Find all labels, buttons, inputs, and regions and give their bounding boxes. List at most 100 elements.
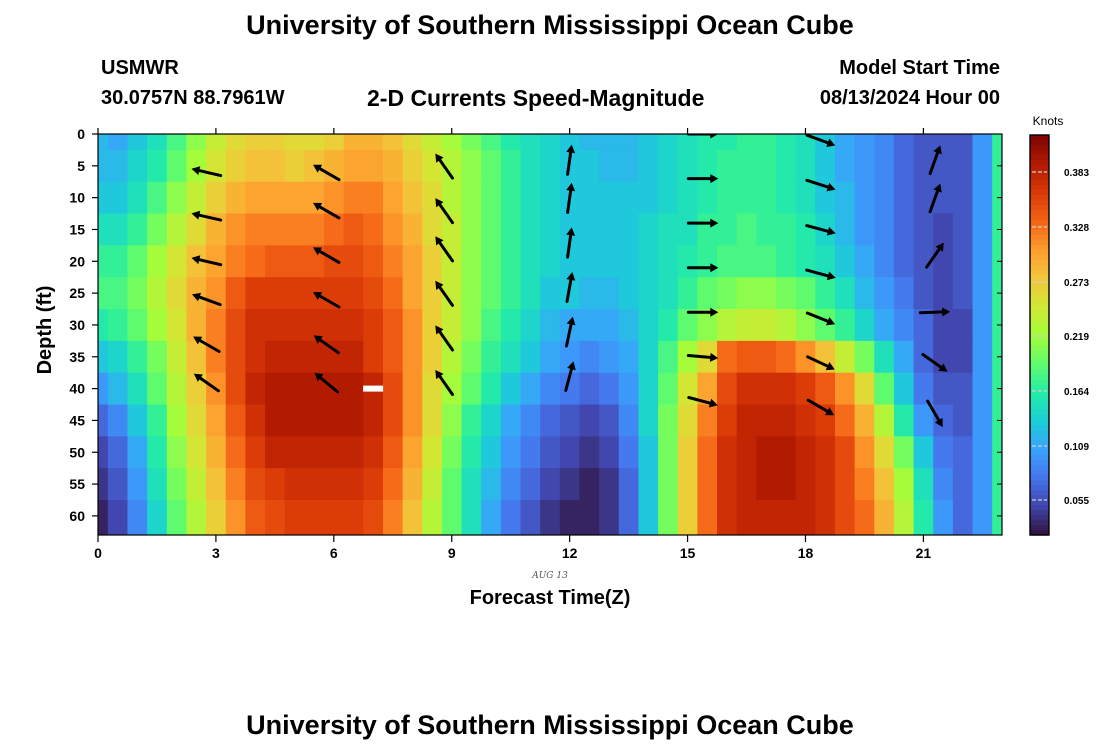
heatmap-cell — [107, 499, 129, 533]
heatmap-cell — [147, 468, 168, 501]
heatmap-cell — [736, 149, 757, 183]
heatmap-cell — [98, 372, 109, 406]
current-vector-arrow — [566, 227, 576, 259]
heatmap-cell — [776, 245, 797, 278]
heatmap-cell — [658, 277, 679, 310]
heatmap-cell — [520, 436, 541, 469]
heatmap-cell — [638, 149, 659, 183]
heatmap-cell — [363, 436, 384, 469]
heatmap-cell — [520, 134, 541, 151]
heatmap-cell — [933, 468, 954, 501]
colorbar-segment — [1030, 380, 1049, 386]
heatmap-cell — [127, 149, 148, 183]
heatmap-cell — [638, 499, 659, 533]
heatmap-cell — [874, 340, 895, 374]
heatmap-cell — [874, 134, 895, 151]
heatmap-cell — [972, 277, 993, 310]
heatmap-cell — [343, 404, 364, 437]
heatmap-cell — [500, 340, 522, 374]
heatmap-cell — [854, 404, 875, 437]
colorbar-segment — [1030, 230, 1049, 236]
heatmap-cell — [206, 468, 227, 501]
heatmap-cell — [933, 245, 954, 278]
heatmap-cell — [874, 468, 895, 501]
heatmap-cell — [677, 245, 698, 278]
heatmap-cell — [324, 468, 345, 501]
heatmap-cell — [697, 531, 718, 535]
heatmap-cell — [343, 134, 364, 151]
heatmap-cell — [284, 181, 305, 215]
heatmap-cell — [854, 181, 875, 215]
heatmap-cell — [520, 499, 541, 533]
heatmap-cell — [225, 181, 246, 215]
x-tick-label: 0 — [94, 545, 102, 561]
heatmap-cell — [579, 372, 600, 406]
model-start-label: Model Start Time — [839, 57, 1000, 79]
heatmap-cell — [599, 149, 620, 183]
colorbar-tick-label: 0.109 — [1064, 442, 1089, 453]
heatmap-cell — [717, 340, 738, 374]
colorbar-segment — [1030, 450, 1049, 456]
heatmap-cell — [166, 134, 188, 151]
heatmap-cell — [461, 277, 482, 310]
heatmap-cell — [599, 181, 620, 215]
heatmap-cell — [382, 340, 404, 374]
colorbar-segment — [1030, 490, 1049, 496]
heatmap-cell — [304, 309, 325, 342]
heatmap-cell — [382, 213, 404, 246]
heatmap-cell — [107, 468, 129, 501]
heatmap-cell — [481, 340, 502, 374]
heatmap-cell — [618, 213, 640, 246]
heatmap-cell — [579, 213, 600, 246]
heatmap-cell — [618, 499, 640, 533]
heatmap-cell — [441, 309, 463, 342]
heatmap-cell — [736, 468, 757, 501]
heatmap-cell — [107, 309, 129, 342]
colorbar-segment — [1030, 435, 1049, 441]
heatmap-cell — [540, 372, 561, 406]
heatmap-cell — [540, 149, 561, 183]
heatmap-cell — [756, 181, 777, 215]
heatmap-cell — [756, 436, 777, 469]
heatmap-cell — [363, 181, 384, 215]
heatmap-cell — [736, 531, 757, 535]
heatmap-cell — [717, 245, 738, 278]
heatmap-cell — [343, 149, 364, 183]
heatmap-cell — [618, 468, 640, 501]
heatmap-cell — [697, 134, 718, 151]
heatmap-cell — [599, 531, 620, 535]
heatmap-cell — [540, 531, 561, 535]
colorbar-segment — [1030, 180, 1049, 186]
heatmap-cell — [245, 181, 266, 215]
heatmap-cell — [795, 372, 816, 406]
heatmap-cell — [874, 499, 895, 533]
heatmap-cell — [422, 436, 443, 469]
plot-frame — [97, 133, 1003, 536]
heatmap-cell — [736, 277, 757, 310]
current-vector-arrow — [193, 373, 220, 393]
heatmap-cell — [972, 404, 993, 437]
heatmap-cell — [107, 277, 129, 310]
current-vector-arrow — [565, 316, 576, 348]
heatmap-cell — [461, 181, 482, 215]
colorbar-segment — [1030, 290, 1049, 296]
heatmap-cell — [952, 277, 974, 310]
colorbar-segment — [1030, 195, 1049, 201]
colorbar-segment — [1030, 300, 1049, 306]
heatmap-cell — [736, 499, 757, 533]
heatmap-cell — [874, 404, 895, 437]
current-vectors — [191, 134, 951, 428]
heatmap-cell — [343, 468, 364, 501]
heatmap-cell — [913, 436, 934, 469]
heatmap-cell — [776, 134, 797, 151]
heatmap-cell — [166, 436, 188, 469]
heatmap-cell — [324, 340, 345, 374]
heatmap-cell — [618, 404, 640, 437]
heatmap-cell — [382, 468, 404, 501]
heatmap-cell — [893, 277, 915, 310]
heatmap-cell — [638, 436, 659, 469]
heatmap-cell — [343, 531, 364, 535]
heatmap-cell — [500, 468, 522, 501]
heatmap-cell — [422, 134, 443, 151]
